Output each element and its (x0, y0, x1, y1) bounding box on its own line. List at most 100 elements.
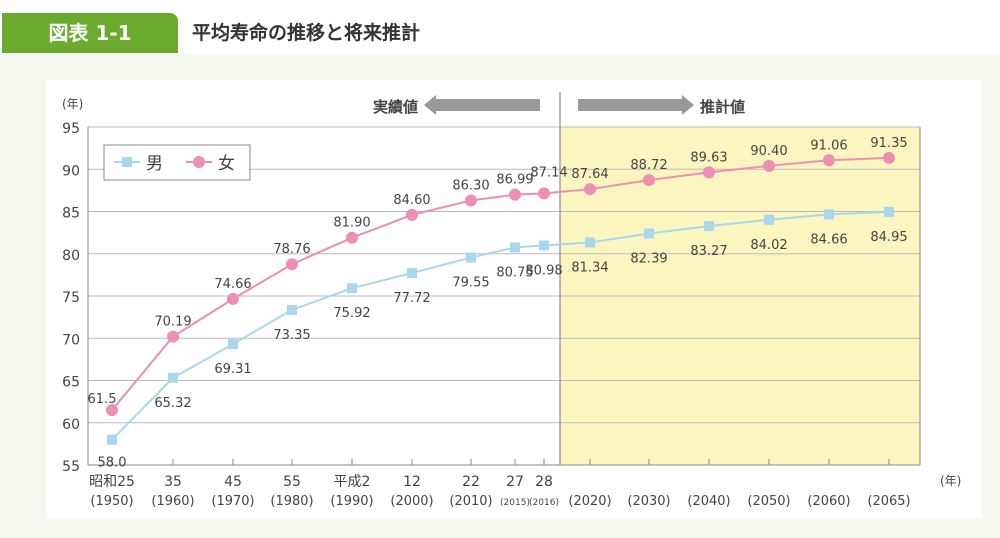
legend-label: 男 (146, 154, 163, 174)
data-point-female (286, 258, 298, 271)
data-point-female (167, 330, 179, 343)
data-point-female (465, 194, 477, 207)
data-label: 80.75 (496, 265, 533, 280)
data-label: 73.35 (273, 328, 310, 343)
legend-circle-icon (193, 156, 205, 168)
x-tick-year-label: (2030) (627, 494, 670, 509)
data-point-male (347, 283, 357, 294)
data-point-male (287, 304, 297, 315)
data-label: 84.60 (393, 193, 430, 208)
data-point-male (539, 240, 549, 251)
data-label: 91.06 (810, 138, 847, 153)
actual-values-label: 実績値 (373, 98, 418, 116)
x-tick-year-label: (2015) (500, 498, 530, 508)
data-point-female (643, 174, 655, 187)
x-tick-era-label: 28 (535, 474, 553, 490)
x-tick-era-label: 12 (403, 474, 421, 490)
data-point-female (406, 208, 418, 221)
data-point-male (764, 214, 774, 225)
legend-label: 女 (218, 154, 235, 174)
data-label: 86.99 (496, 173, 533, 188)
data-label: 74.66 (214, 277, 251, 292)
data-label: 79.55 (452, 276, 489, 291)
x-tick-era-label: 35 (164, 474, 182, 490)
data-label: 75.92 (333, 306, 370, 321)
y-tick-label: 65 (62, 375, 80, 391)
data-label: 65.32 (154, 396, 191, 411)
y-tick-label: 90 (62, 163, 80, 179)
x-tick-year-label: (2050) (747, 494, 790, 509)
data-label: 84.02 (750, 238, 787, 253)
y-axis-unit: (年) (62, 97, 83, 111)
left-arrow-icon (424, 95, 540, 115)
data-point-female (823, 154, 835, 167)
data-point-male (510, 242, 520, 253)
x-tick-year-label: (1970) (211, 494, 254, 509)
data-label: 89.63 (690, 150, 727, 165)
data-label: 82.39 (630, 252, 667, 267)
x-tick-year-label: (2060) (807, 494, 850, 509)
data-label: 87.14 (530, 165, 567, 180)
data-point-male (585, 237, 595, 248)
data-point-male (824, 209, 834, 220)
data-label: 88.72 (630, 158, 667, 173)
data-point-male (644, 228, 654, 239)
y-tick-label: 85 (62, 206, 80, 222)
legend-square-icon (122, 157, 132, 167)
data-point-female (227, 292, 239, 305)
data-label: 58.0 (98, 456, 127, 471)
data-point-male (884, 206, 894, 217)
data-label: 91.35 (870, 136, 907, 151)
figure-number-tag: 図表 1-1 (2, 13, 178, 53)
projection-values-label: 推計値 (700, 98, 745, 116)
right-arrow-icon (578, 95, 694, 115)
data-point-male (407, 268, 417, 279)
x-tick-era-label: 55 (283, 474, 301, 490)
data-point-male (168, 372, 178, 383)
x-tick-era-label: 平成2 (334, 474, 371, 490)
data-label: 90.40 (750, 144, 787, 159)
y-tick-label: 55 (62, 459, 80, 475)
x-tick-era-label: 45 (224, 474, 242, 490)
x-tick-year-label: (1980) (270, 494, 313, 509)
data-label: 78.76 (273, 242, 310, 257)
y-tick-label: 60 (62, 417, 80, 433)
data-point-female (703, 166, 715, 179)
data-label: 70.19 (154, 315, 191, 330)
x-tick-era-label: 昭和25 (89, 474, 135, 490)
data-label: 81.90 (333, 216, 370, 231)
data-label: 84.66 (810, 232, 847, 247)
data-point-female (763, 159, 775, 172)
x-axis-unit: (年) (940, 474, 961, 488)
data-point-male (466, 252, 476, 263)
data-label: 83.27 (690, 244, 727, 259)
data-label: 61.5 (88, 392, 117, 407)
x-tick-year-label: (2016) (529, 498, 559, 508)
data-point-male (107, 434, 117, 445)
data-label: 77.72 (393, 291, 430, 306)
chart-title: 平均寿命の推移と将来推計 (192, 22, 421, 44)
x-tick-era-label: 27 (506, 474, 524, 490)
y-tick-label: 95 (62, 121, 80, 137)
x-tick-year-label: (2000) (390, 494, 433, 509)
data-label: 86.30 (452, 179, 489, 194)
x-tick-year-label: (1990) (330, 494, 373, 509)
data-point-female (509, 188, 521, 201)
x-tick-year-label: (2010) (449, 494, 492, 509)
data-point-female (883, 151, 895, 164)
x-tick-year-label: (1950) (90, 494, 133, 509)
x-tick-year-label: (2065) (867, 494, 910, 509)
data-point-female (538, 187, 550, 200)
data-point-male (228, 339, 238, 350)
data-point-female (106, 404, 118, 417)
y-tick-label: 75 (62, 290, 80, 306)
data-label: 87.64 (571, 167, 608, 182)
data-point-male (704, 221, 714, 232)
y-tick-label: 80 (62, 248, 80, 264)
data-label: 69.31 (214, 362, 251, 377)
data-label: 84.95 (870, 230, 907, 245)
y-tick-label: 70 (62, 332, 80, 348)
x-tick-year-label: (1960) (151, 494, 194, 509)
data-point-female (346, 231, 358, 244)
